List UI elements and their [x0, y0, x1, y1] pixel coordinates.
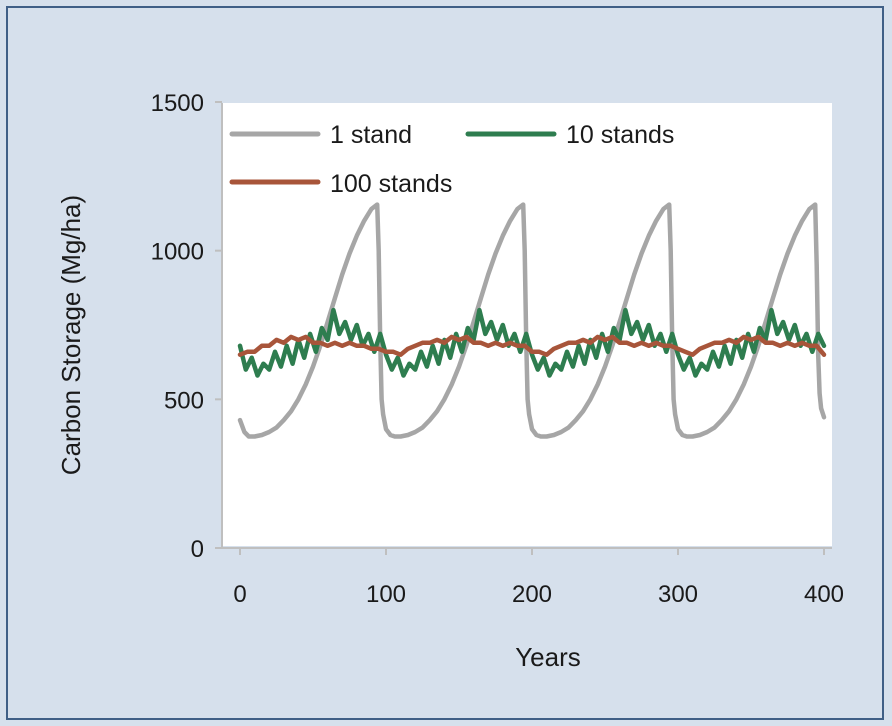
x-tick-label: 100 — [366, 581, 406, 608]
x-tick-label: 0 — [233, 581, 246, 608]
x-axis-title: Years — [515, 642, 581, 672]
axes-layer — [221, 103, 832, 549]
legend-label-1-stand: 1 stand — [330, 121, 412, 149]
x-tick-label: 200 — [512, 581, 552, 608]
ticks-layer: 0 100 200 300 400 0 500 1000 1500 — [151, 90, 844, 608]
y-tick-label: 1500 — [151, 90, 204, 117]
y-tick-label: 500 — [164, 387, 204, 414]
series-line-1-stand — [237, 202, 827, 439]
x-tick-label: 300 — [658, 581, 698, 608]
legend-label-100-stands: 100 stands — [330, 170, 452, 198]
x-tick-label: 400 — [804, 581, 844, 608]
legend-label-10-stands: 10 stands — [566, 121, 674, 149]
y-tick-label: 1000 — [151, 239, 204, 266]
legend: 1 stand 10 stands 100 stands — [229, 121, 674, 198]
y-tick-label: 0 — [191, 536, 204, 563]
series-line-100-stands — [237, 334, 827, 357]
series-layer — [237, 202, 827, 439]
y-axis-title: Carbon Storage (Mg/ha) — [56, 195, 86, 475]
series-line-10-stands — [237, 307, 827, 378]
